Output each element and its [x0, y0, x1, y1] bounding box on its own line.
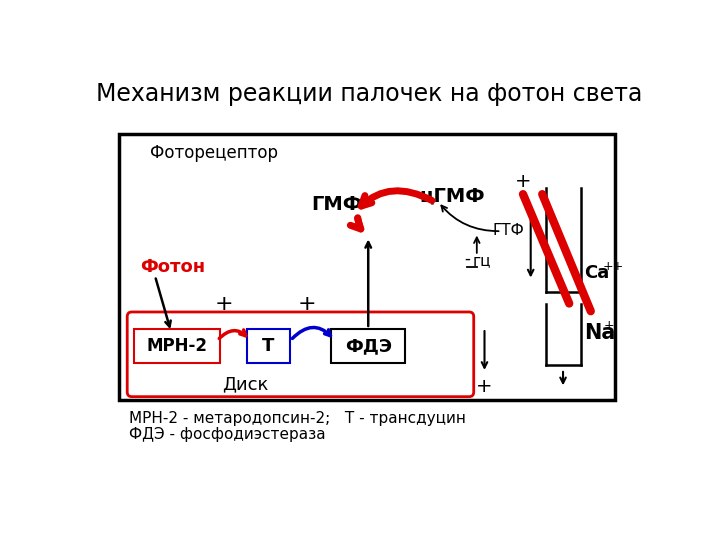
Bar: [119, 134, 616, 400]
Text: МРН-2 - метародопсин-2;   Т - трансдуцин: МРН-2 - метародопсин-2; Т - трансдуцин: [129, 411, 466, 427]
Text: гц: гц: [473, 254, 492, 268]
Text: ++: ++: [603, 260, 624, 273]
Text: цГМФ: цГМФ: [419, 186, 485, 205]
FancyBboxPatch shape: [127, 312, 474, 397]
FancyBboxPatch shape: [331, 329, 405, 363]
Text: ГМФ: ГМФ: [311, 195, 362, 214]
Text: ФДЭ: ФДЭ: [345, 337, 392, 355]
FancyBboxPatch shape: [246, 329, 289, 363]
Text: ГТФ: ГТФ: [492, 223, 524, 238]
Text: ФДЭ - фосфодиэстераза: ФДЭ - фосфодиэстераза: [129, 427, 325, 442]
Text: Ca: Ca: [585, 264, 610, 282]
FancyBboxPatch shape: [134, 329, 220, 363]
Text: Na: Na: [585, 323, 616, 343]
Text: +: +: [604, 319, 614, 332]
Text: Фоторецептор: Фоторецептор: [150, 144, 277, 163]
Text: Т: Т: [262, 337, 274, 355]
Text: МРН-2: МРН-2: [147, 337, 208, 355]
Text: +: +: [476, 377, 492, 396]
Text: +: +: [515, 172, 531, 191]
Text: Фотон: Фотон: [140, 258, 205, 275]
Text: Механизм реакции палочек на фотон света: Механизм реакции палочек на фотон света: [96, 82, 642, 106]
Text: +: +: [215, 294, 233, 314]
Text: +: +: [298, 294, 317, 314]
Text: -: -: [464, 250, 469, 268]
Text: Диск: Диск: [222, 375, 269, 393]
